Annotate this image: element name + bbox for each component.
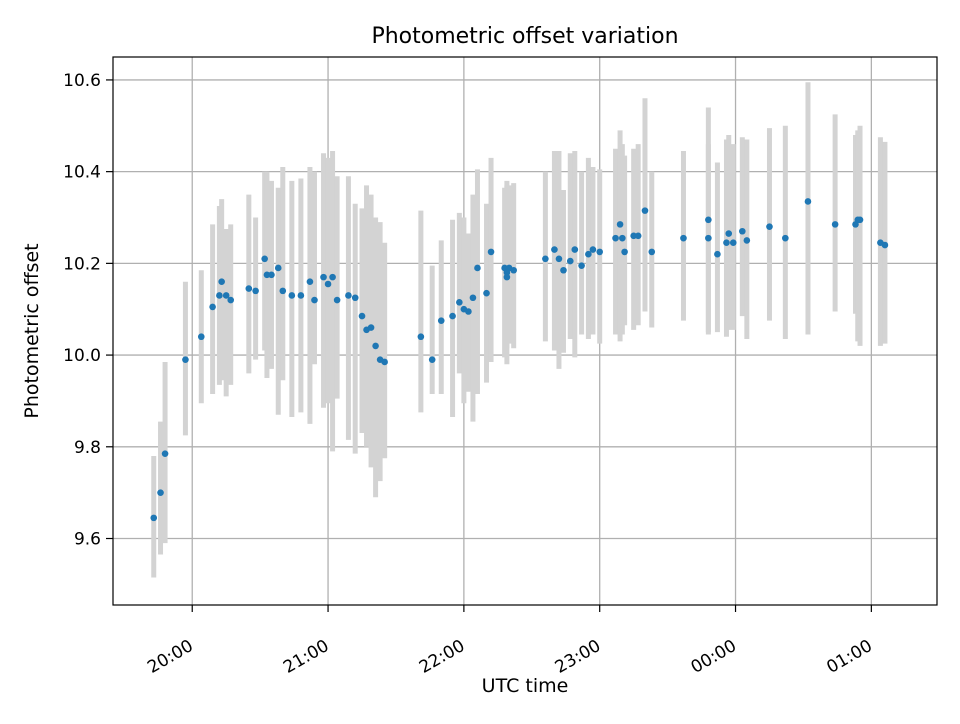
y-axis-label: Photometric offset (21, 243, 43, 418)
data-point (743, 237, 751, 244)
data-point (216, 292, 223, 299)
data-point (381, 358, 388, 366)
data-point (306, 278, 314, 286)
data-point (739, 227, 746, 235)
data-point (333, 296, 341, 304)
data-point (209, 303, 216, 311)
data-point (571, 246, 579, 253)
data-point (881, 241, 889, 249)
y-tick-label: 9.8 (74, 438, 101, 458)
grid-lines (113, 57, 937, 605)
data-point (428, 356, 436, 363)
data-point (621, 248, 628, 256)
data-point (157, 489, 164, 496)
data-point (729, 239, 737, 247)
data-point (503, 273, 511, 281)
data-point (566, 257, 574, 265)
data-point (351, 294, 359, 302)
data-point (222, 292, 230, 299)
data-point (551, 246, 558, 253)
data-point (288, 292, 296, 299)
data-point (345, 292, 352, 299)
data-point (218, 278, 225, 286)
data-point (329, 273, 336, 281)
y-tick-label: 10.4 (63, 163, 101, 183)
data-point (619, 234, 626, 242)
data-point (725, 230, 733, 237)
data-point (612, 234, 619, 242)
data-point (856, 216, 864, 224)
x-axis-label: UTC time (482, 675, 569, 697)
y-tick-label: 10.2 (63, 254, 101, 274)
data-point (705, 216, 712, 224)
data-point (589, 246, 597, 253)
data-point (648, 248, 656, 256)
y-tick-label: 9.6 (74, 530, 101, 550)
data-point (578, 262, 585, 269)
data-point (465, 308, 472, 315)
data-point (469, 294, 477, 302)
data-point (596, 248, 604, 256)
data-point (367, 324, 375, 331)
data-point (804, 198, 812, 205)
data-point (252, 287, 259, 295)
data-point (372, 342, 379, 350)
data-point (766, 223, 773, 230)
data-point (542, 255, 549, 263)
data-point (324, 280, 332, 288)
data-point (555, 255, 563, 263)
data-point (510, 266, 517, 274)
y-tick-label: 10.0 (63, 346, 101, 366)
data-point (417, 333, 425, 341)
y-tick-label: 10.6 (63, 71, 101, 91)
data-point (297, 292, 305, 299)
data-point (311, 296, 318, 304)
data-point (197, 333, 205, 341)
data-point (245, 285, 253, 292)
data-point (456, 299, 463, 306)
data-point (227, 296, 235, 304)
data-point (150, 514, 158, 522)
data-point (261, 255, 268, 263)
data-point (358, 312, 366, 320)
data-point (487, 248, 495, 256)
data-point (483, 289, 490, 297)
data-point (641, 207, 649, 214)
data-point (782, 234, 789, 242)
data-point (279, 287, 287, 295)
data-point (268, 271, 275, 279)
data-point (705, 234, 712, 242)
data-point (474, 264, 481, 272)
data-point (274, 264, 282, 272)
data-point (585, 250, 592, 258)
data-point (634, 232, 642, 240)
chart-title: Photometric offset variation (371, 24, 678, 49)
data-point (680, 234, 687, 242)
data-point (437, 317, 445, 324)
data-point (449, 312, 456, 320)
data-point (630, 232, 637, 240)
data-point (161, 450, 169, 457)
data-point (560, 266, 567, 274)
data-point (182, 356, 189, 363)
data-point (714, 250, 721, 258)
data-point (263, 271, 271, 279)
data-point (831, 221, 839, 228)
data-point (616, 221, 624, 228)
data-points (150, 198, 889, 522)
data-point (723, 239, 730, 247)
data-point (320, 273, 327, 281)
plot-frame (112, 56, 938, 606)
